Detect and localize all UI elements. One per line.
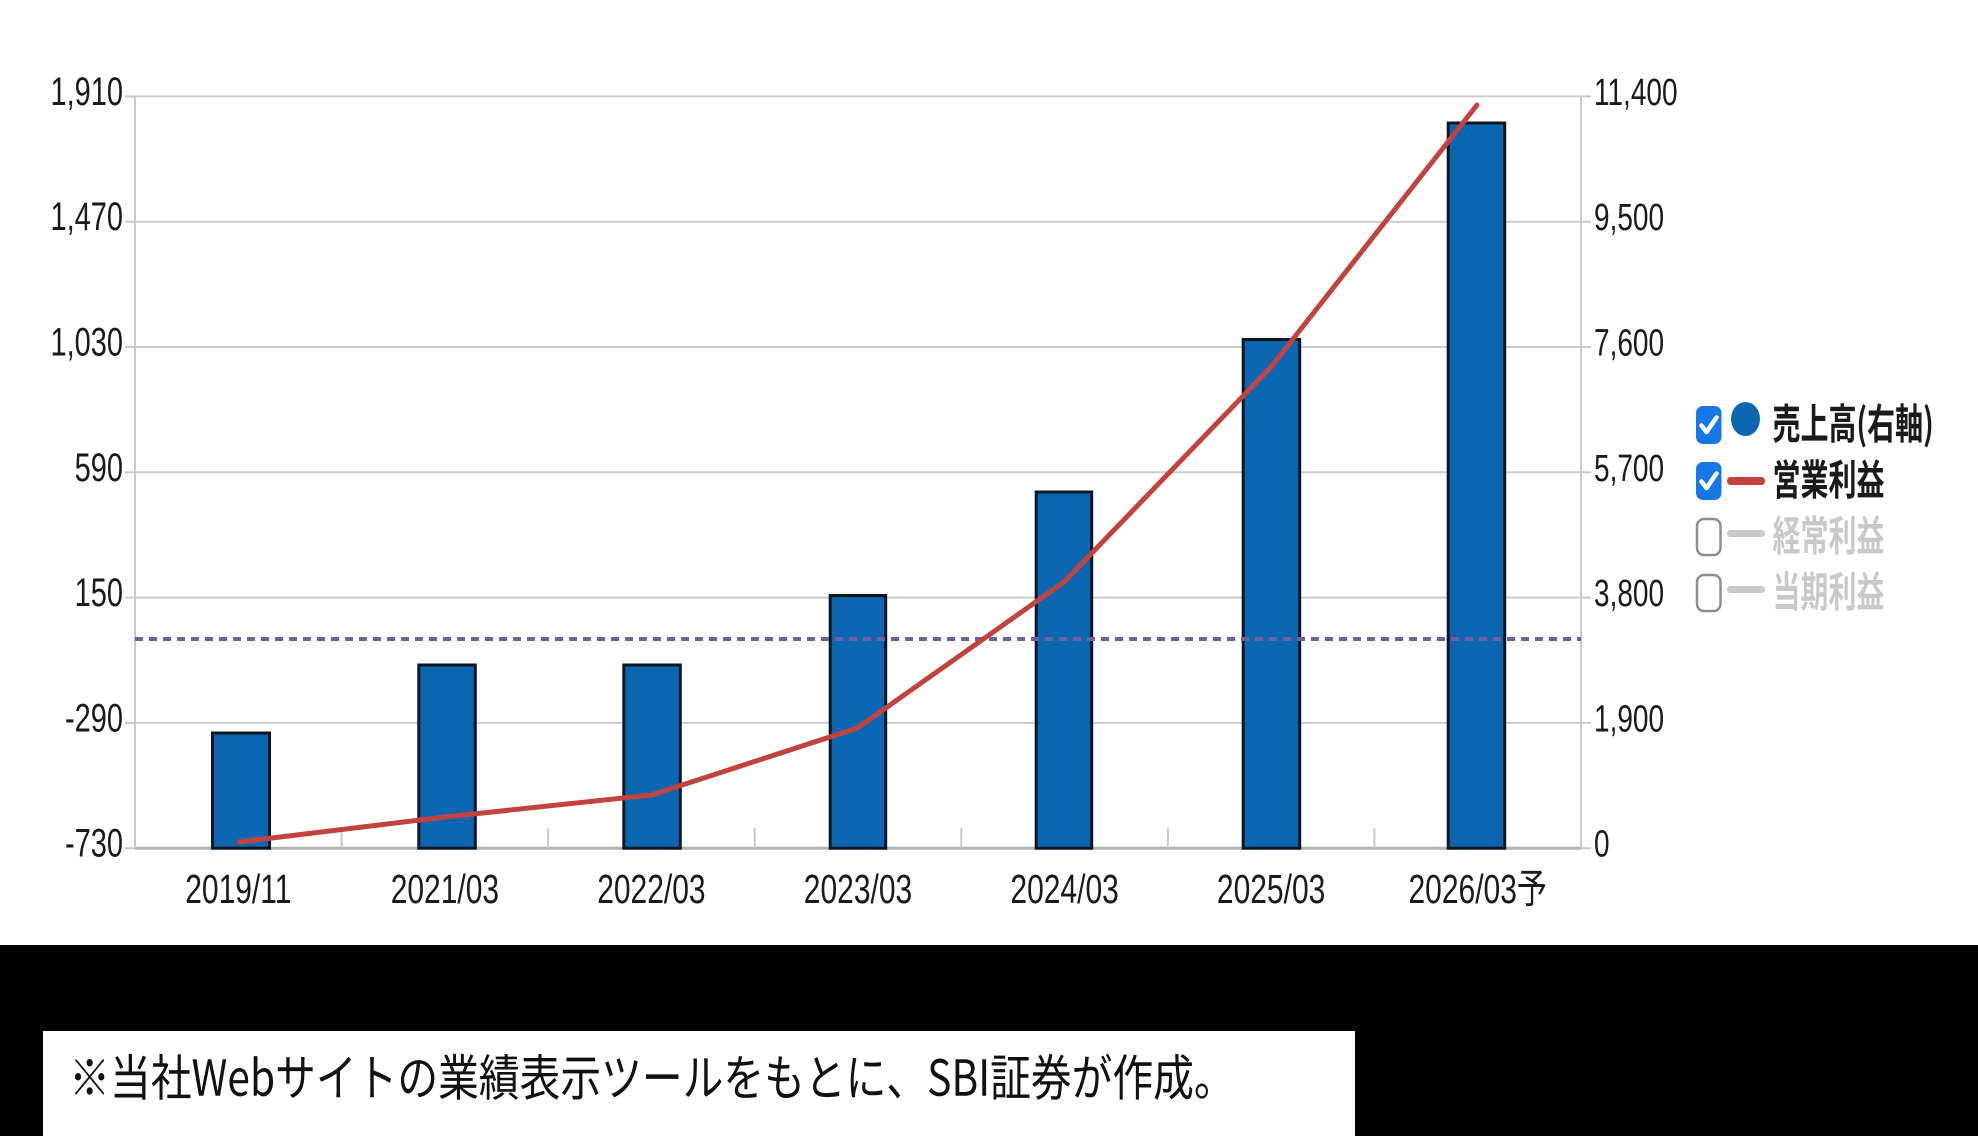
svg-text:9,500: 9,500 [1594, 197, 1664, 239]
svg-text:2019/11: 2019/11 [185, 867, 291, 913]
svg-text:590: 590 [75, 447, 123, 490]
svg-text:2025/03: 2025/03 [1217, 867, 1325, 913]
svg-text:3,800: 3,800 [1594, 573, 1664, 615]
svg-text:1,910: 1,910 [50, 71, 123, 114]
svg-text:1,900: 1,900 [1594, 698, 1664, 740]
svg-text:11,400: 11,400 [1594, 72, 1678, 114]
svg-text:2024/03: 2024/03 [1010, 867, 1118, 913]
svg-text:2022/03: 2022/03 [597, 867, 705, 913]
svg-text:2021/03: 2021/03 [391, 867, 499, 913]
svg-text:5,700: 5,700 [1594, 448, 1664, 490]
svg-text:7,600: 7,600 [1594, 322, 1664, 364]
svg-text:2026/03: 2026/03 [1409, 867, 1517, 913]
svg-text:1,030: 1,030 [50, 321, 123, 364]
svg-text:1,470: 1,470 [50, 196, 123, 239]
svg-text:2023/03: 2023/03 [804, 867, 912, 913]
svg-text:-290: -290 [65, 697, 123, 740]
svg-text:0: 0 [1594, 824, 1610, 866]
svg-text:-730: -730 [65, 823, 123, 866]
svg-text:150: 150 [75, 572, 123, 615]
